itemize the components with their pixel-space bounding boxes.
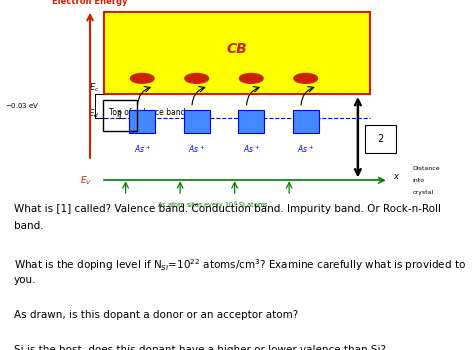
Text: $E_V$: $E_V$ xyxy=(80,174,92,187)
Text: As drawn, is this dopant a donor or an acceptor atom?: As drawn, is this dopant a donor or an a… xyxy=(14,310,298,320)
Text: CB: CB xyxy=(227,42,247,56)
Bar xyxy=(238,110,264,133)
Bar xyxy=(183,110,210,133)
Text: band.: band. xyxy=(14,222,44,231)
Text: into: into xyxy=(412,178,425,183)
Text: $E_c$: $E_c$ xyxy=(89,82,100,94)
Text: ..: .. xyxy=(234,181,240,190)
Bar xyxy=(129,110,155,133)
Text: $E_d$: $E_d$ xyxy=(89,107,100,120)
Circle shape xyxy=(130,74,154,83)
Bar xyxy=(104,12,370,94)
Text: $As^+$: $As^+$ xyxy=(243,143,260,155)
Text: $-0.03$ eV: $-0.03$ eV xyxy=(5,102,39,110)
Text: Electron Energy: Electron Energy xyxy=(52,0,128,6)
Text: 2: 2 xyxy=(377,134,383,144)
Circle shape xyxy=(185,74,209,83)
Text: Top of valence band: Top of valence band xyxy=(109,108,185,117)
Circle shape xyxy=(239,74,263,83)
Text: As atom sites every $10^6$ Si atoms: As atom sites every $10^6$ Si atoms xyxy=(157,200,269,212)
Text: 1: 1 xyxy=(117,111,123,121)
Text: x: x xyxy=(393,172,399,181)
Text: Distance: Distance xyxy=(412,166,440,170)
Circle shape xyxy=(294,74,318,83)
Text: $As^+$: $As^+$ xyxy=(297,143,314,155)
Text: What is the doping level if N$_{Si}$=10$^{22}$ atoms/cm$^{3}$? Examine carefully: What is the doping level if N$_{Si}$=10$… xyxy=(14,257,466,273)
Bar xyxy=(103,100,137,131)
Text: crystal: crystal xyxy=(412,190,434,195)
Text: Si is the host, does this dopant have a higher or lower valence than Si?: Si is the host, does this dopant have a … xyxy=(14,345,386,350)
Text: $As^+$: $As^+$ xyxy=(188,143,205,155)
Text: you.: you. xyxy=(14,274,36,285)
Text: $As^+$: $As^+$ xyxy=(134,143,151,155)
Text: What is [1] called? Valence band. Conduction band. Impurity band. Or Rock-n-Roll: What is [1] called? Valence band. Conduc… xyxy=(14,204,441,214)
Bar xyxy=(293,110,319,133)
Bar xyxy=(365,125,396,153)
